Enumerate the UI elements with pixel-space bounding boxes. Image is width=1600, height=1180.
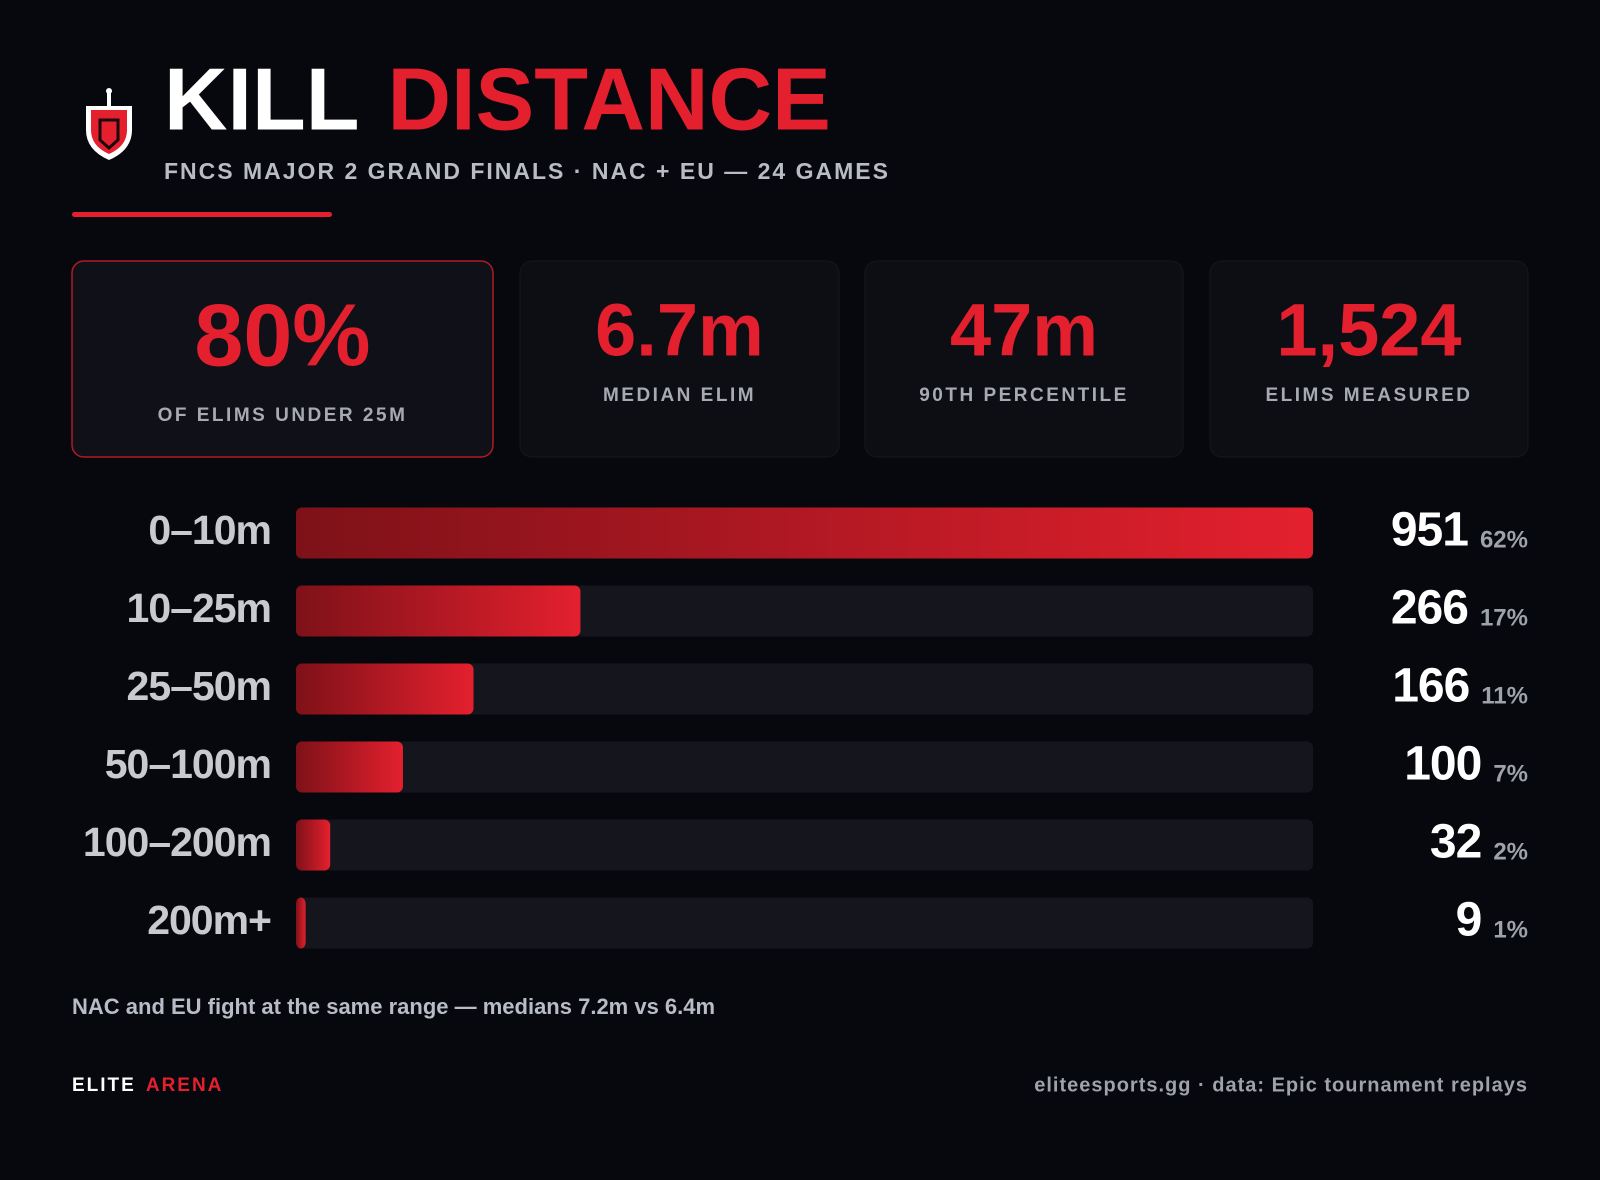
- source: eliteesports.gg · data: Epic tournament …: [1034, 1074, 1528, 1096]
- stat-label: MEDIAN ELIM: [603, 385, 756, 406]
- brand-white: ELITE: [72, 1075, 136, 1096]
- stat-value: 1,524: [1276, 289, 1461, 372]
- count-label: 32: [1430, 816, 1481, 869]
- count-label: 951: [1391, 504, 1468, 557]
- stat-label: ELIMS MEASURED: [1265, 385, 1472, 406]
- stat-value: 47m: [950, 289, 1098, 372]
- bar: [296, 897, 306, 949]
- bar: [296, 585, 581, 637]
- share-label: 62%: [1480, 526, 1528, 553]
- count-label: 9: [1456, 894, 1482, 947]
- accent-line: [72, 212, 332, 217]
- category-label: 50–100m: [105, 741, 271, 787]
- stat-card: [519, 260, 840, 458]
- category-label: 25–50m: [127, 663, 271, 709]
- stat-value: 6.7m: [595, 289, 764, 372]
- bar-track: [296, 663, 1313, 715]
- category-label: 100–200m: [83, 819, 271, 865]
- footnote: NAC and EU fight at the same range — med…: [72, 994, 715, 1019]
- bar-track: [296, 897, 1313, 949]
- stat-card: [864, 260, 1184, 458]
- bar: [296, 507, 1313, 559]
- subtitle: FNCS MAJOR 2 GRAND FINALS · NAC + EU — 2…: [164, 158, 890, 184]
- bar: [296, 663, 474, 715]
- stat-label: 90TH PERCENTILE: [919, 385, 1129, 406]
- share-label: 2%: [1493, 838, 1528, 865]
- share-label: 1%: [1493, 916, 1528, 943]
- share-label: 7%: [1493, 760, 1528, 787]
- stat-card: [71, 260, 494, 458]
- count-label: 166: [1392, 660, 1469, 713]
- count-label: 266: [1391, 582, 1468, 635]
- logo: [86, 88, 132, 160]
- title-white: KILL: [164, 49, 360, 148]
- category-label: 0–10m: [148, 507, 271, 553]
- stat-label: OF ELIMS UNDER 25M: [158, 405, 408, 426]
- brand-red: ARENA: [146, 1075, 224, 1096]
- share-label: 11%: [1481, 682, 1528, 709]
- title-red: DISTANCE: [388, 49, 831, 148]
- bar-track: [296, 819, 1313, 871]
- stat-value: 80%: [194, 285, 370, 384]
- bar: [296, 819, 331, 871]
- bar: [296, 741, 403, 793]
- bar-track: [296, 741, 1313, 793]
- category-label: 200m+: [147, 897, 271, 943]
- category-label: 10–25m: [127, 585, 271, 631]
- count-label: 100: [1404, 738, 1481, 791]
- stat-card: [1209, 260, 1529, 458]
- share-label: 17%: [1480, 604, 1528, 631]
